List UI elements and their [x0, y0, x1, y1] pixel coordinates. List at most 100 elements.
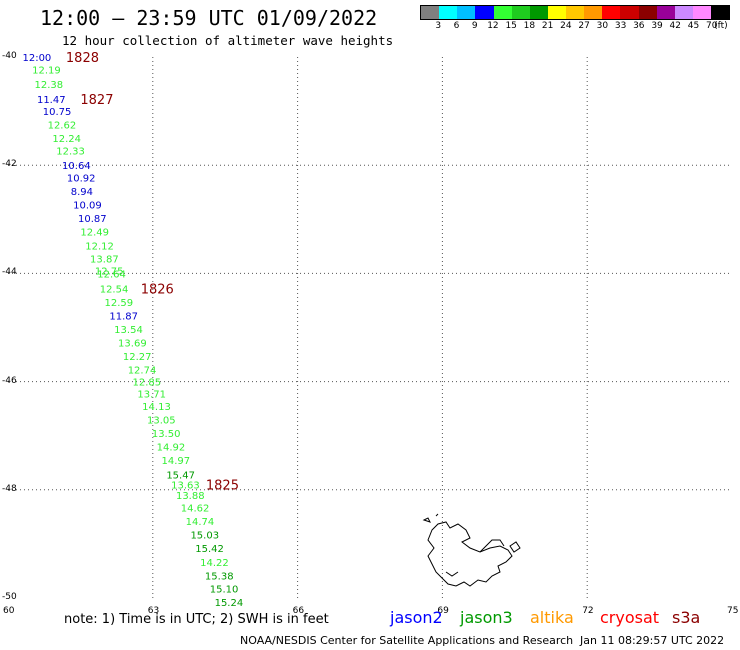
legend-label: 24: [560, 21, 572, 31]
legend-label: 3: [435, 21, 442, 31]
wave-height-value: 12.24: [52, 134, 81, 145]
kerguelen-islands-coastline: [422, 513, 521, 587]
wave-height-value: 10.87: [78, 214, 107, 225]
wave-height-value: 12.59: [105, 298, 134, 309]
wave-height-color-legend: 3 6 9 12 15 18 21 24 27 30 33 36 39 42 45 70 (ft): [420, 5, 730, 35]
legend-swatch: [638, 6, 657, 19]
legend-label: (ft): [714, 21, 728, 31]
wave-height-value: 13.69: [118, 339, 147, 350]
legend-swatch: [692, 6, 711, 19]
wave-height-value: 10.64: [62, 161, 91, 172]
satellite-name: cryosat: [600, 608, 660, 627]
wave-height-value: 10.75: [43, 107, 72, 118]
legend-swatch: [493, 6, 512, 19]
latitude-label: -46: [2, 375, 17, 386]
wave-height-value: 12.54: [100, 285, 129, 296]
wave-height-value: 14.13: [142, 402, 171, 413]
wave-height-value: 13.63: [171, 480, 200, 491]
legend-label: 30: [596, 21, 609, 31]
footer-note: note: 1) Time is in UTC; 2) SWH is in fe…: [64, 612, 329, 627]
wave-height-value: 13.71: [137, 390, 166, 401]
wave-height-value: 13.87: [90, 254, 119, 265]
legend-label: 12: [487, 21, 499, 31]
legend-swatch: [584, 6, 603, 19]
wave-height-value: 12.19: [32, 65, 61, 76]
legend-color-bar: [420, 5, 730, 20]
legend-swatch: [511, 6, 530, 19]
legend-swatch: [475, 6, 494, 19]
latitude-label: -50: [2, 592, 17, 602]
wave-height-value: 8.94: [71, 187, 93, 198]
wave-height-value: 10.09: [73, 201, 102, 212]
wave-height-value: 14.74: [186, 517, 215, 528]
satellite-name: s3a: [672, 608, 701, 627]
wave-height-value: 12.85: [133, 378, 162, 389]
wave-height-value: 14.22: [200, 558, 229, 569]
satellite-name: jason2: [390, 608, 443, 627]
legend-label: 15: [505, 21, 517, 31]
legend-label: 70: [706, 21, 718, 31]
wave-height-value: 10.92: [67, 174, 96, 185]
legend-label: 9: [471, 21, 478, 31]
latitude-label: -48: [2, 483, 17, 494]
orbit-track-number: 1825: [206, 478, 239, 493]
legend-swatch: [602, 6, 621, 19]
wave-height-value: 12.38: [35, 80, 64, 91]
legend-label: 27: [578, 21, 590, 31]
orbit-track-number: 1828: [66, 51, 99, 66]
wave-height-value: 15.24: [215, 598, 244, 609]
legend-swatch: [566, 6, 585, 19]
latitude-label: -44: [2, 267, 17, 278]
wave-height-value: 12.27: [123, 352, 152, 363]
legend-label: 36: [633, 21, 645, 31]
longitude-label: 60: [3, 606, 15, 616]
wave-height-value: 12.75: [95, 267, 124, 278]
wave-height-value: 12.12: [85, 241, 114, 252]
latitude-label: -42: [2, 159, 17, 170]
wave-height-value: 13.05: [147, 415, 176, 426]
wave-height-value: 15.03: [190, 531, 219, 542]
wave-height-value: 13.88: [176, 491, 205, 502]
wave-height-value: 15.38: [205, 571, 234, 582]
wave-height-value: 15.42: [195, 544, 224, 555]
legend-label: 21: [541, 21, 554, 31]
page-title: 12:00 – 23:59 UTC 01/09/2022: [40, 6, 378, 30]
wave-height-value: 12:00: [22, 53, 51, 64]
longitude-label: 63: [147, 606, 160, 616]
wave-height-value: 14.62: [181, 504, 210, 515]
wave-height-value: 12.49: [80, 228, 109, 239]
legend-label: 45: [687, 21, 700, 31]
wave-height-value: 12.62: [48, 121, 77, 132]
legend-label: 33: [614, 21, 627, 31]
legend-label: 18: [523, 21, 536, 31]
longitude-label: 72: [582, 606, 594, 616]
legend-label: 42: [669, 21, 682, 31]
legend-swatch: [656, 6, 675, 19]
wave-height-value: 15.47: [166, 471, 195, 482]
longitude-label: 69: [437, 606, 449, 616]
legend-swatch: [711, 6, 730, 19]
wave-height-value: 15.10: [210, 584, 239, 595]
page-subtitle: 12 hour collection of altimeter wave hei…: [62, 33, 394, 48]
wave-height-value: 12.33: [56, 147, 85, 158]
legend-swatch: [547, 6, 566, 19]
generated-timestamp: Jan 11 08:29:57 UTC 2022: [580, 634, 725, 647]
wave-height-value: 12.64: [97, 269, 126, 280]
legend-labels: 3 6 9 12 15 18 21 24 27 30 33 36 39 42 45 70 (ft): [420, 20, 730, 34]
wave-height-value: 12.74: [128, 366, 157, 377]
orbit-track-number: 1826: [141, 283, 174, 298]
wave-height-value: 14.97: [161, 456, 190, 467]
wave-height-value: 13.50: [152, 429, 181, 440]
legend-swatch: [439, 6, 458, 19]
wave-height-value: 13.54: [114, 325, 143, 336]
legend-label: 6: [453, 21, 460, 31]
graticule: [8, 57, 732, 598]
satellite-name: altika: [530, 608, 574, 627]
longitude-label: 75: [727, 606, 739, 616]
legend-label: 39: [651, 21, 663, 31]
wave-height-value: 11.87: [109, 312, 138, 323]
wave-height-value: 11.47: [37, 95, 66, 106]
credit-line: NOAA/NESDIS Center for Satellite Applica…: [240, 634, 574, 647]
